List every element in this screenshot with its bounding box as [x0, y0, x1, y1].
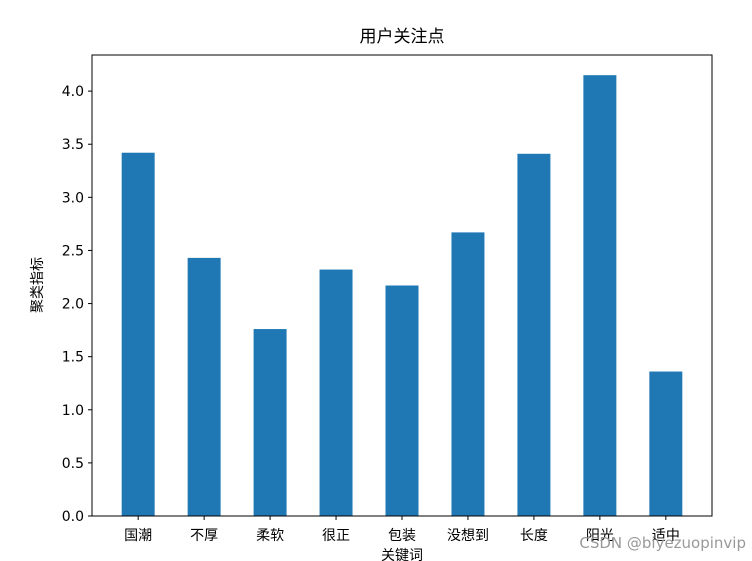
y-tick-label: 2.5 — [62, 243, 84, 259]
bar — [385, 285, 419, 516]
x-axis-label: 关键词 — [381, 548, 423, 561]
bar — [253, 329, 287, 516]
bar — [187, 257, 221, 516]
bar — [319, 269, 353, 516]
bar — [451, 232, 485, 516]
y-tick-label: 1.5 — [62, 350, 84, 366]
watermark: CSDN @biyezuopinvip — [579, 534, 746, 552]
x-tick-label: 长度 — [520, 528, 548, 544]
x-tick-label: 包装 — [388, 528, 416, 544]
y-tick-label: 4.0 — [62, 84, 84, 100]
x-tick-label: 很正 — [322, 528, 350, 544]
y-tick-label: 3.0 — [62, 190, 84, 206]
x-tick-label: 适中 — [652, 528, 680, 544]
bar — [649, 371, 683, 516]
y-axis-label: 聚类指标 — [30, 257, 46, 313]
y-tick-label: 3.5 — [62, 137, 84, 153]
chart-title: 用户关注点 — [360, 27, 445, 47]
bar — [121, 152, 155, 516]
bar — [517, 153, 551, 517]
plot-frame — [91, 54, 713, 517]
bar — [583, 75, 617, 516]
y-tick-label: 1.0 — [62, 403, 84, 419]
y-tick-label: 2.0 — [62, 297, 84, 313]
x-tick-label: 不厚 — [190, 528, 218, 544]
x-tick-label: 阳光 — [586, 528, 614, 544]
y-tick-label: 0.5 — [62, 456, 84, 472]
x-tick-label: 国潮 — [124, 528, 152, 544]
x-tick-label: 柔软 — [256, 528, 284, 544]
x-tick-label: 没想到 — [447, 528, 489, 544]
y-tick-label: 0.0 — [62, 509, 84, 525]
